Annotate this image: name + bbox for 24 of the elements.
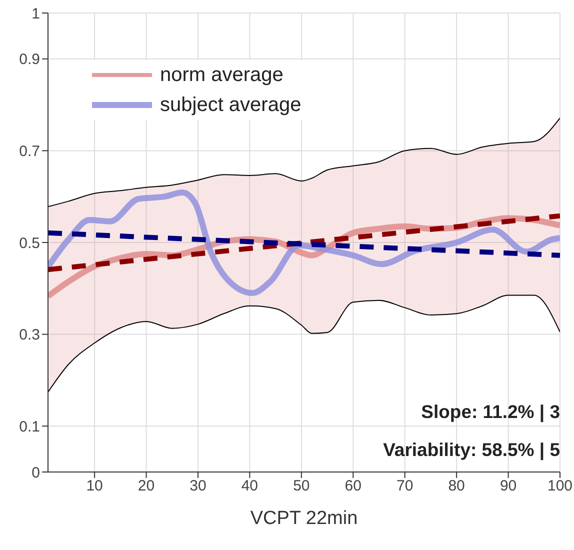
- annotation: Slope: 11.2% | 3: [420, 400, 560, 424]
- line-series: [48, 118, 560, 208]
- y-tick-label: 0: [32, 464, 40, 482]
- x-tick-label: 30: [190, 478, 206, 495]
- x-tick-label: 10: [86, 478, 103, 495]
- x-tick-label: 50: [293, 478, 310, 495]
- x-tick-label: 80: [448, 478, 465, 495]
- y-tick-label: 0.9: [19, 51, 40, 68]
- x-tick-label: 60: [344, 478, 362, 495]
- legend-label: norm average: [160, 64, 284, 86]
- y-tick-label: 0.7: [19, 143, 40, 160]
- x-tick-label: 40: [241, 478, 258, 495]
- x-axis-title: VCPT 22min: [250, 508, 358, 529]
- x-tick-label: 20: [138, 478, 155, 495]
- y-tick-label: 0.1: [19, 418, 40, 436]
- y-tick-label: 0.3: [19, 326, 40, 344]
- annotation: Variability: 58.5% | 5: [383, 438, 560, 462]
- line-series: [48, 294, 560, 393]
- legend-label: subject average: [160, 94, 302, 116]
- x-tick-label: 100: [547, 478, 573, 495]
- x-tick-label: 90: [500, 478, 517, 495]
- x-tick-label: 70: [396, 478, 414, 495]
- y-tick-label: 0.5: [19, 234, 40, 252]
- y-tick-label: 1: [32, 5, 40, 22]
